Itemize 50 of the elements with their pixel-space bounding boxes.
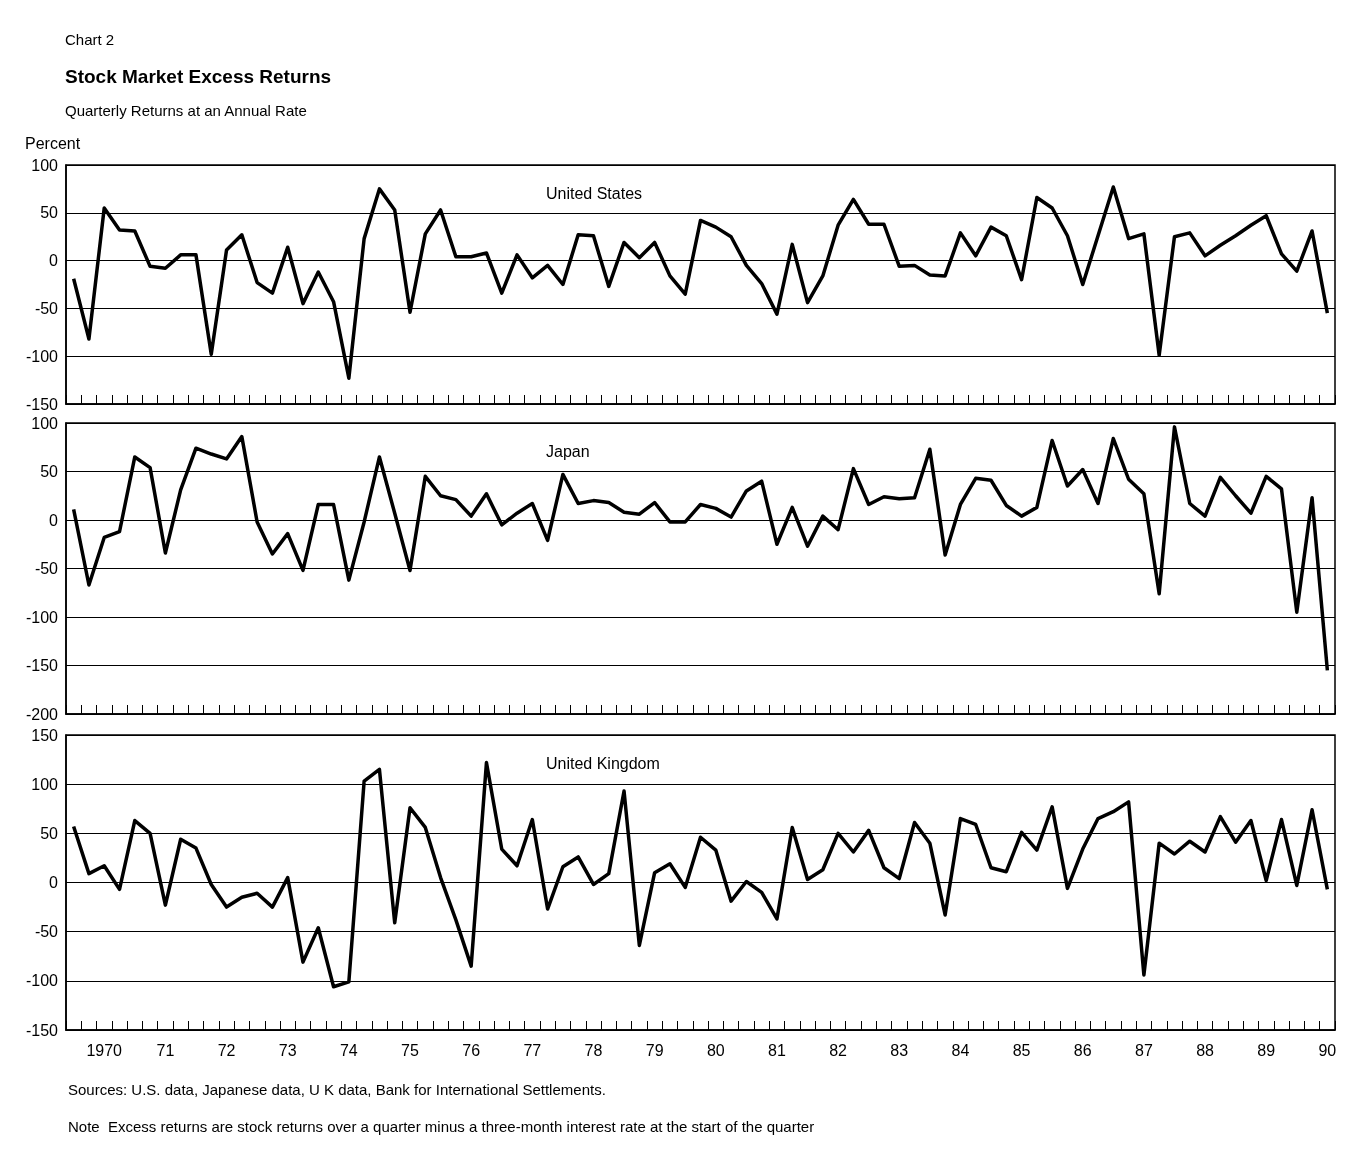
x-tick-label: 80	[706, 1041, 725, 1059]
text: Note Excess returns are stock returns over a quarter minus a three-month interest rate at the start of the quarter	[68, 1118, 815, 1135]
x-tick-label: 76	[462, 1041, 481, 1059]
y-tick-label: -150	[25, 657, 59, 674]
y-tick-label: 100	[31, 414, 59, 432]
y-tick-label: -100	[25, 347, 59, 365]
y-tick-label: 0	[49, 511, 59, 529]
x-tick-label: 82	[829, 1041, 848, 1059]
x-tick-label: 83	[890, 1041, 909, 1059]
y-tick-label: 100	[31, 775, 59, 793]
y-tick-label: -50	[34, 299, 59, 317]
chart-title: Stock Market Excess Returns	[65, 66, 332, 87]
x-tick-label: 89	[1257, 1041, 1276, 1059]
annotation: Japan	[546, 442, 590, 460]
y-tick-label: -150	[25, 395, 59, 413]
x-tick-label: 88	[1196, 1041, 1215, 1059]
x-tick-label: 78	[584, 1041, 603, 1059]
annotation: United States	[546, 184, 643, 202]
caption: Chart 2	[65, 31, 115, 48]
x-tick-label: 77	[523, 1041, 542, 1059]
y-tick-label: 150	[31, 726, 59, 744]
y-tick-label: 100	[31, 156, 59, 174]
x-tick-label: 81	[768, 1041, 786, 1059]
y-tick-label: 50	[40, 463, 59, 480]
y-tick-label: -100	[25, 972, 59, 990]
x-tick-label: 85	[1012, 1041, 1031, 1059]
x-tick-label: 73	[278, 1041, 297, 1059]
x-tick-label: 75	[401, 1041, 420, 1059]
x-tick-label: 74	[339, 1041, 358, 1059]
x-tick-label: 90	[1318, 1041, 1337, 1059]
y-tick-label: -200	[25, 705, 59, 723]
y-tick-label: 0	[49, 252, 59, 270]
annotation: United Kingdom	[546, 754, 660, 772]
x-tick-label: 79	[645, 1041, 664, 1059]
y-tick-label: -50	[34, 560, 59, 577]
x-tick-label: 71	[156, 1041, 175, 1059]
x-tick-label: 72	[217, 1041, 236, 1059]
x-tick-label: 84	[951, 1041, 970, 1059]
y-tick-label: -50	[34, 923, 59, 941]
source-note: Sources: U.S. data, Japanese data, U K data, Bank for International Settlements.	[68, 1081, 606, 1098]
y-tick-label: 0	[49, 874, 59, 891]
chart-subtitle: Quarterly Returns at an Annual Rate	[65, 102, 307, 119]
y-tick-label: -100	[25, 608, 59, 626]
y-tick-label: 50	[40, 204, 59, 222]
y-tick-label: -150	[25, 1021, 59, 1039]
x-tick-label: 87	[1134, 1041, 1153, 1059]
x-tick-label: 86	[1073, 1041, 1092, 1059]
x-tick-label: 1970	[86, 1041, 123, 1059]
y-tick-label: 50	[40, 824, 59, 842]
y-axis-title: Percent	[25, 134, 81, 152]
